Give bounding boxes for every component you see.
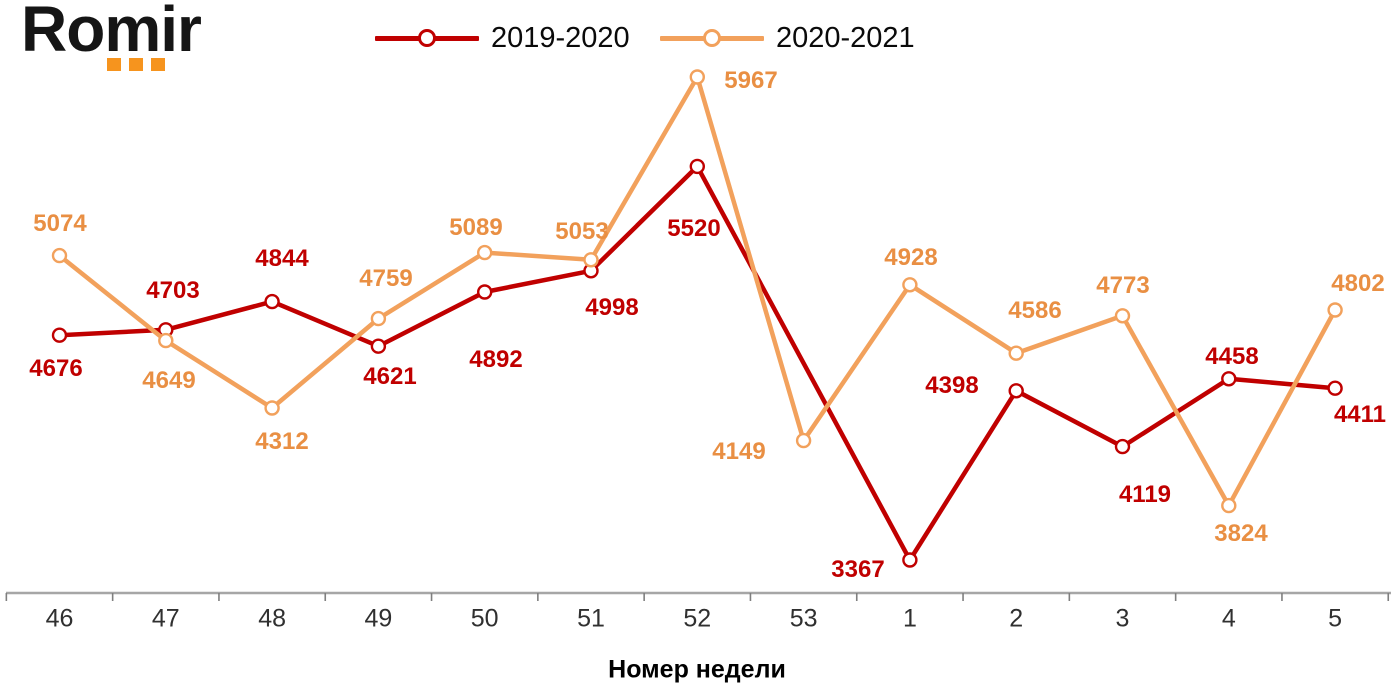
x-axis-label: 53 [789, 604, 818, 633]
data-point-marker [1221, 497, 1237, 514]
legend-line-icon [660, 29, 764, 47]
legend-item-2019-2020: 2019-2020 [375, 21, 630, 55]
data-point-marker [51, 247, 68, 264]
x-axis-label: 46 [45, 604, 74, 633]
legend-line-icon [375, 29, 479, 47]
data-label: 4398 [925, 372, 979, 399]
data-point-marker [158, 332, 174, 349]
x-axis-label: 5 [1328, 604, 1343, 633]
data-point-marker [1327, 302, 1343, 318]
legend-item-2020-2021: 2020-2021 [660, 21, 915, 55]
legend-label: 2019-2020 [491, 21, 630, 54]
x-axis-label: 49 [364, 604, 393, 633]
x-axis-label: 48 [258, 604, 286, 633]
romir-logo-text: Romir [21, 0, 202, 65]
x-axis-title: Номер недели [608, 655, 786, 684]
data-point-marker [902, 277, 918, 293]
data-point-marker [264, 400, 280, 416]
series-line-2019-2020 [59, 164, 1336, 563]
data-label: 4676 [29, 355, 83, 382]
data-label: 4928 [884, 244, 938, 271]
x-axis-label: 51 [577, 604, 605, 633]
data-label: 4649 [142, 367, 196, 394]
data-label: 4802 [1331, 270, 1385, 297]
data-label: 4621 [363, 363, 417, 390]
legend-label: 2020-2021 [776, 21, 915, 54]
legend-marker-icon [703, 29, 721, 47]
data-point-marker [370, 338, 387, 354]
data-point-marker [1327, 380, 1343, 396]
logo-dot-icon [107, 58, 121, 71]
data-label: 4119 [1118, 481, 1172, 508]
data-point-marker [902, 552, 918, 568]
data-point-marker [477, 284, 493, 300]
data-label: 3824 [1214, 520, 1268, 547]
x-axis-label: 52 [683, 604, 712, 633]
data-label: 4703 [146, 277, 200, 304]
data-label: 5967 [724, 67, 778, 94]
data-label: 5089 [449, 214, 503, 241]
data-label: 4411 [1333, 401, 1387, 428]
data-label: 5053 [555, 218, 609, 245]
romir-logo: Romir [21, 0, 241, 86]
x-axis-label: 50 [470, 604, 499, 633]
data-label: 4773 [1096, 272, 1150, 299]
data-label: 5520 [667, 215, 721, 242]
x-axis-label: 4 [1221, 604, 1236, 633]
x-axis-label: 2 [1009, 604, 1024, 633]
data-label: 4312 [255, 428, 309, 455]
data-point-marker [689, 158, 705, 175]
data-point-marker [264, 293, 280, 310]
data-label: 4149 [712, 438, 766, 465]
data-label: 4844 [255, 245, 309, 272]
data-label: 3367 [831, 556, 885, 583]
data-point-marker [1008, 345, 1024, 361]
legend-marker-icon [418, 29, 436, 47]
logo-dot-icon [151, 58, 165, 71]
romir-logo-dots [107, 58, 165, 71]
data-label: 4759 [359, 265, 413, 292]
logo-dot-icon [129, 58, 143, 71]
data-point-marker [51, 327, 68, 343]
data-point-marker [1221, 371, 1237, 387]
data-point-marker [689, 69, 705, 85]
data-point-marker [370, 310, 387, 327]
data-label: 4892 [469, 346, 523, 373]
data-label: 4586 [1008, 297, 1062, 324]
data-point-marker [477, 244, 493, 261]
data-point-marker [583, 252, 599, 268]
data-label: 4998 [585, 294, 639, 321]
x-axis-label: 3 [1115, 604, 1130, 633]
x-axis-label: 47 [151, 604, 180, 633]
data-point-marker [1008, 383, 1024, 399]
data-point-marker [1114, 438, 1131, 455]
data-label: 5074 [33, 210, 87, 237]
data-point-marker [795, 432, 812, 449]
data-point-marker [1114, 308, 1131, 324]
x-axis-label: 1 [902, 604, 917, 633]
data-label: 4458 [1205, 343, 1259, 370]
